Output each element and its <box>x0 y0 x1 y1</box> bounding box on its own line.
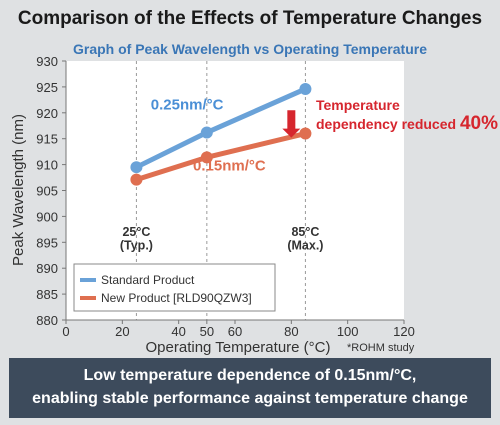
y-tick-label: 890 <box>36 261 58 276</box>
y-tick-label: 895 <box>36 235 58 250</box>
series-1-point <box>299 82 312 95</box>
legend-label-2: New Product [RLD90QZW3] <box>101 291 252 305</box>
y-tick-label: 920 <box>36 106 58 121</box>
x-tick-label: 20 <box>115 324 129 339</box>
summary-line-2: enabling stable performance against temp… <box>32 390 468 407</box>
summary-banner: Low temperature dependence of 0.15nm/°C,… <box>9 358 491 418</box>
x-tick-label: 100 <box>337 324 359 339</box>
x-tick-labels: 0 20 40 50 60 80 100 120 <box>62 320 415 339</box>
y-tick-label: 925 <box>36 80 58 95</box>
main-title: Comparison of the Effects of Temperature… <box>17 8 483 29</box>
y-tick-label: 905 <box>36 184 58 199</box>
reduction-value: 40% <box>460 113 498 134</box>
line-chart: 25°C(Typ.) 85°C(Max.) 0.25nm/°C 0.15nm/°C T… <box>10 54 498 356</box>
reduction-label-line-2: dependency reduced 40% <box>316 113 498 134</box>
series-2-point <box>130 173 143 186</box>
x-tick-label: 40 <box>171 324 185 339</box>
y-axis-label: Peak Wavelength (nm) <box>10 114 27 266</box>
series-2-point <box>200 151 213 164</box>
reduction-label-text: dependency reduced <box>316 116 460 132</box>
chart-title: Graph of Peak Wavelength vs Operating Te… <box>73 41 427 57</box>
y-tick-label: 885 <box>36 287 58 302</box>
reference-labels: 25°C(Typ.) 85°C(Max.) <box>120 225 324 252</box>
reduction-label-line-1: Temperature <box>316 97 400 113</box>
x-axis-label: Operating Temperature (°C) <box>146 339 331 356</box>
down-arrow-icon <box>282 110 301 138</box>
y-tick-label: 915 <box>36 132 58 147</box>
y-tick-label: 930 <box>36 54 58 69</box>
legend: Standard Product New Product [RLD90QZW3] <box>73 263 276 312</box>
footnote: *ROHM study <box>347 342 415 354</box>
series-1-point <box>130 161 143 174</box>
summary-line-1: Low temperature dependence of 0.15nm/°C, <box>83 367 417 384</box>
slope-label-standard: 0.25nm/°C <box>151 97 224 114</box>
y-tick-label: 900 <box>36 209 58 224</box>
annotations: 0.25nm/°C0.15nm/°CTemperaturedependency … <box>151 97 498 175</box>
legend-box <box>73 263 276 312</box>
slope-label-new: 0.15nm/°C <box>193 157 266 174</box>
reference-label-line-2: (Max.) <box>287 239 323 253</box>
x-tick-label: 80 <box>284 324 298 339</box>
x-tick-label: 0 <box>62 324 69 339</box>
reference-label-line-1: 85°C <box>291 225 319 239</box>
legend-label-1: Standard Product <box>101 273 195 287</box>
y-tick-label: 910 <box>36 158 58 173</box>
reference-lines <box>135 61 306 320</box>
x-tick-label: 50 <box>200 324 214 339</box>
x-tick-label: 60 <box>228 324 242 339</box>
x-tick-label: 120 <box>393 324 415 339</box>
series-1-point <box>200 126 213 139</box>
y-tick-label: 880 <box>36 313 58 328</box>
series-group <box>130 82 312 186</box>
reference-label-line-2: (Typ.) <box>120 239 153 253</box>
y-tick-labels: 880 885 890 895 900 905 910 915 920 925 930 <box>36 54 66 328</box>
reference-label-line-1: 25°C <box>122 225 150 239</box>
series-2-point <box>299 127 312 140</box>
